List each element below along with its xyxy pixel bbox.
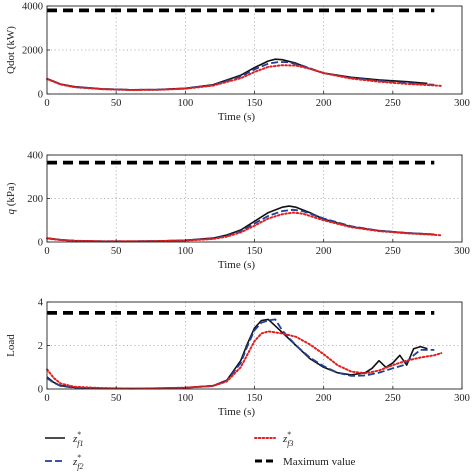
y-axis-label: q (kPa) (5, 182, 17, 214)
y-tick-label: 200 (27, 194, 43, 205)
x-tick-label: 250 (385, 246, 401, 257)
y-axis-label: Load (5, 334, 17, 357)
series-line-2 (46, 208, 435, 243)
y-tick-label: 400 (27, 151, 43, 162)
y-tick-label: 2 (38, 341, 43, 352)
axes-frame (46, 154, 463, 243)
y-tick-label: 4 (38, 298, 44, 309)
x-tick-label: 100 (177, 246, 193, 257)
x-tick-label: 100 (177, 98, 193, 109)
series-line-2 (46, 61, 435, 91)
chart-panel-2: 0 50 100 150 200 250 300 0 200 400 Time (s) q (kPa) (5, 151, 470, 272)
legend-label: z* f1 (72, 430, 84, 448)
y-tick-label: 4000 (22, 2, 43, 13)
x-tick-label: 300 (454, 98, 470, 109)
x-tick-label: 50 (111, 246, 122, 257)
legend-entry-2: z* f3 (254, 430, 294, 448)
x-tick-label: 50 (111, 393, 122, 404)
legend-label: Maximum value (283, 456, 356, 468)
chart-panel-3: 0 50 100 150 200 250 300 0 2 4 Time (s) Load (5, 298, 470, 419)
x-axis-label: Time (s) (218, 111, 256, 123)
legend-label: z* f3 (282, 430, 294, 448)
legend-label: z* f2 (72, 453, 84, 471)
series-line-1 (46, 205, 435, 243)
series-line-1 (46, 58, 428, 91)
series-line-3 (46, 330, 443, 390)
legend-entry-4: Maximum value (255, 456, 356, 468)
x-tick-label: 200 (316, 98, 332, 109)
x-tick-label: 100 (177, 393, 193, 404)
axes-frame (46, 301, 463, 390)
series-line-3 (46, 211, 443, 243)
x-tick-label: 50 (111, 98, 122, 109)
x-tick-label: 200 (316, 393, 332, 404)
series-line-1 (46, 318, 428, 390)
x-tick-label: 250 (385, 98, 401, 109)
chart-panel-1: 0 50 100 150 200 250 300 0 2000 4000 Time (s) Qdot … (5, 2, 470, 124)
x-tick-label: 150 (247, 393, 263, 404)
x-axis-label: Time (s) (218, 406, 256, 418)
legend: z* f1 z* f3 z* f2 Maximum value (45, 430, 356, 471)
y-tick-label: 0 (38, 385, 43, 396)
x-tick-label: 150 (247, 246, 263, 257)
x-tick-label: 200 (316, 246, 332, 257)
series-line-3 (46, 64, 443, 91)
x-tick-label: 0 (44, 98, 49, 109)
x-axis-label: Time (s) (218, 259, 256, 271)
legend-entry-1: z* f1 (45, 430, 84, 448)
legend-entry-3: z* f2 (45, 453, 84, 471)
x-tick-label: 250 (385, 393, 401, 404)
y-tick-label: 0 (38, 90, 43, 101)
x-tick-label: 0 (44, 246, 49, 257)
x-tick-label: 0 (44, 393, 49, 404)
x-tick-label: 300 (454, 393, 470, 404)
y-tick-label: 0 (38, 238, 43, 249)
x-tick-label: 150 (247, 98, 263, 109)
y-axis-label: Qdot (kW) (5, 26, 17, 74)
y-tick-label: 2000 (22, 46, 43, 57)
series-line-2 (46, 318, 435, 390)
x-tick-label: 300 (454, 246, 470, 257)
